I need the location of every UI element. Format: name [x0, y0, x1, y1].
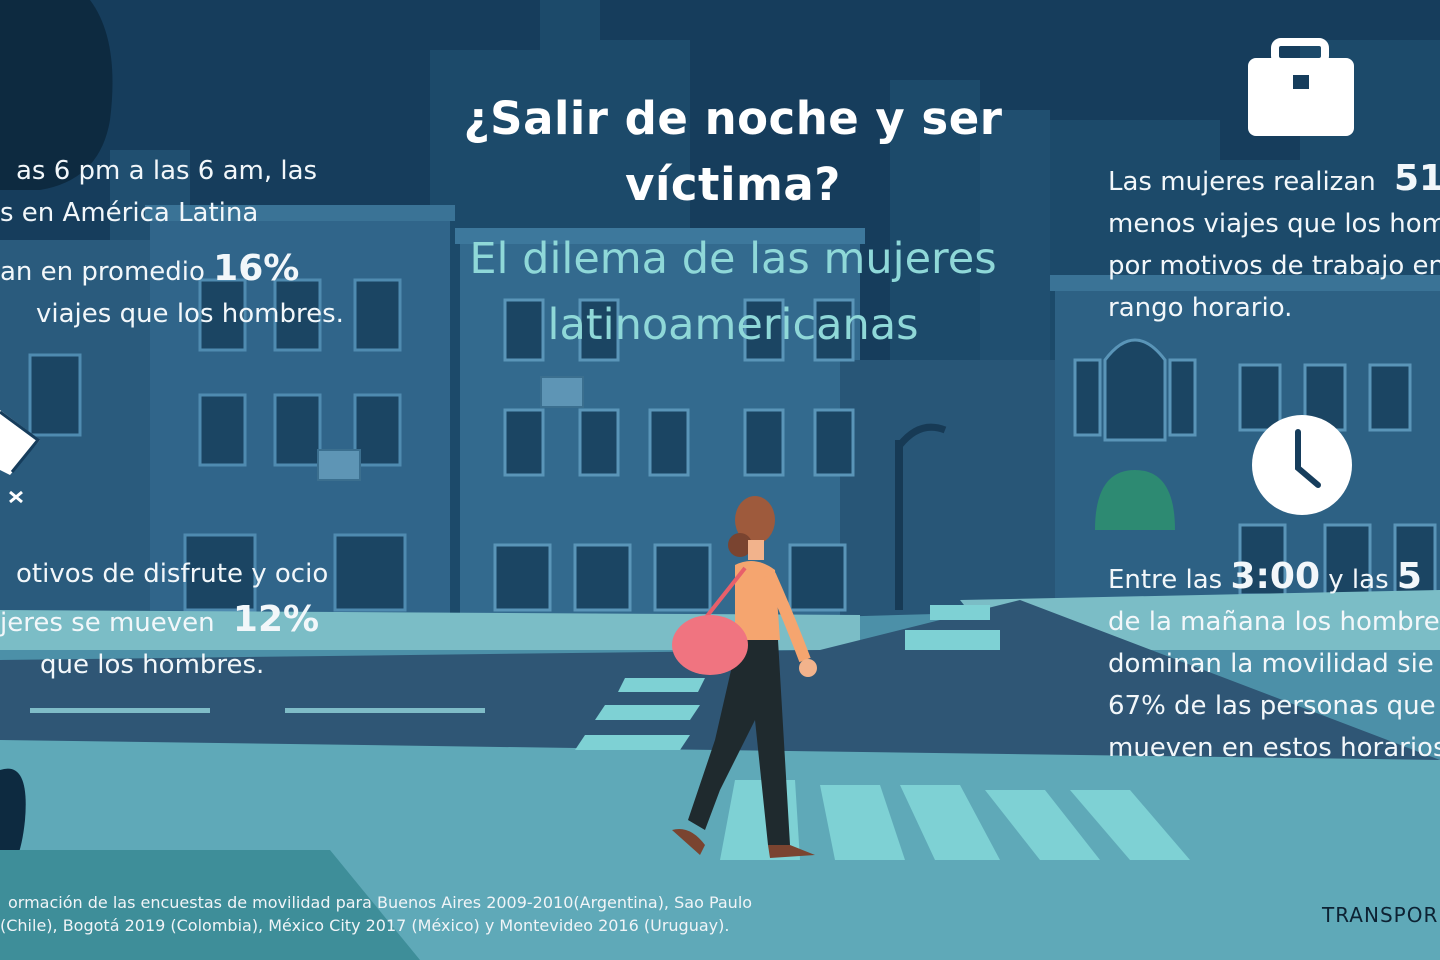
right-block-2-line-1: Entre las 3:00 y las 5	[1108, 556, 1440, 601]
right-block-2-line-3: dominan la movilidad sie	[1108, 649, 1434, 679]
right-block-2-value-2: 5	[1396, 556, 1422, 597]
right-block-1: Las mujeres realizan 51 menos viajes que…	[1108, 158, 1440, 329]
left-block-1-line-3-pre: an en promedio	[0, 257, 205, 287]
title-line-2: víctima?	[625, 158, 841, 211]
left-block-2: otivos de disfrute y ocio jeres se mueve…	[0, 553, 328, 686]
right-block-1-line-2: menos viajes que los hom	[1108, 209, 1440, 239]
right-block-2-value: 3:00	[1230, 556, 1320, 597]
left-block-2-line-3: que los hombres.	[40, 650, 265, 680]
subtitle-line-1: El dilema de las mujeres	[469, 234, 997, 284]
title-line-1: ¿Salir de noche y ser	[463, 92, 1003, 145]
right-block-2-line-2: de la mañana los hombre	[1108, 607, 1440, 637]
right-block-1-value: 51	[1394, 158, 1440, 199]
right-block-2: Entre las 3:00 y las 5 de la mañana los …	[1108, 556, 1440, 769]
envelope-icon	[0, 410, 41, 504]
left-block-1-line-3: an en promedio 16%	[0, 248, 344, 293]
left-block-2-value: 12%	[232, 599, 320, 640]
right-block-2-line-1-post: y las	[1328, 565, 1389, 595]
clock-icon	[1252, 415, 1352, 515]
right-block-1-line-4: rango horario.	[1108, 293, 1293, 323]
left-block-1-line-1: as 6 pm a las 6 am, las	[16, 156, 318, 186]
right-block-2-line-5: mueven en estos horarios	[1108, 733, 1440, 763]
left-block-1-line-2: s en América Latina	[0, 198, 259, 228]
footnote-line-1: ormación de las encuestas de movilidad p…	[8, 893, 753, 912]
right-block-2-line-1-pre: Entre las	[1108, 565, 1223, 595]
brand-logo-text: TRANSPOR	[1322, 903, 1439, 927]
right-block-1-line-1-pre: Las mujeres realizan	[1108, 167, 1376, 197]
walking-woman-figure	[672, 496, 817, 858]
right-block-1-line-1: Las mujeres realizan 51	[1108, 158, 1440, 203]
footnote: ormación de las encuestas de movilidad p…	[0, 891, 752, 937]
footnote-line-2: (Chile), Bogotá 2019 (Colombia), México …	[0, 916, 730, 935]
left-block-1: as 6 pm a las 6 am, las s en América Lat…	[0, 150, 344, 335]
left-block-2-line-2-pre: jeres se mueven	[0, 608, 215, 638]
left-block-2-line-2: jeres se mueven 12%	[0, 599, 328, 644]
right-block-1-line-3: por motivos de trabajo en	[1108, 251, 1440, 281]
right-block-2-line-4: 67% de las personas que	[1108, 691, 1436, 721]
subtitle-line-2: latinoamericanas	[547, 300, 919, 350]
left-block-2-line-1: otivos de disfrute y ocio	[16, 559, 329, 589]
left-block-1-line-4: viajes que los hombres.	[36, 299, 344, 329]
left-block-1-value: 16%	[213, 248, 300, 289]
briefcase-icon	[1248, 38, 1354, 136]
